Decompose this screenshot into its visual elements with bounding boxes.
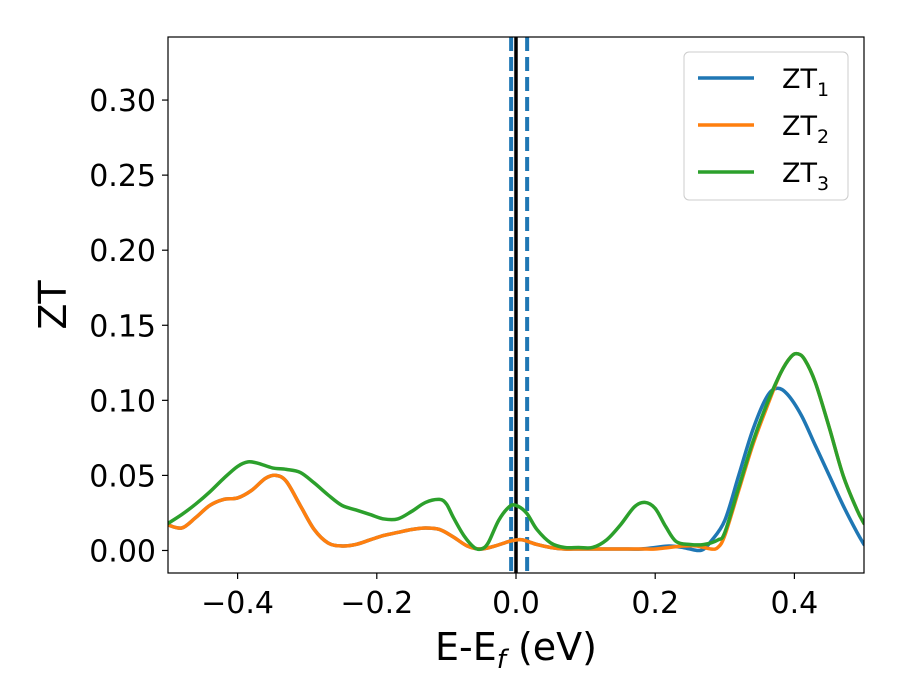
y-tick-label: 0.00	[89, 534, 156, 569]
series-group	[168, 351, 864, 553]
legend-box	[683, 51, 849, 201]
y-tick-label: 0.10	[89, 384, 156, 419]
x-tick-label: −0.2	[340, 586, 413, 621]
legend-label-zt3: ZT3	[782, 158, 829, 195]
x-tick-label: −0.4	[201, 586, 274, 621]
y-axis-label: ZT	[31, 280, 75, 330]
y-tick-label: 0.25	[89, 159, 156, 194]
legend: ZT1 ZT2 ZT3	[683, 51, 849, 201]
y-tick-label: 0.30	[89, 84, 156, 119]
x-axis-ticks: −0.4 −0.2 0.0 0.2 0.4	[201, 573, 818, 621]
x-tick-label: 0.2	[631, 586, 679, 621]
series-line-zt3	[168, 351, 864, 552]
x-tick-label: 0.4	[771, 586, 819, 621]
y-tick-label: 0.15	[89, 309, 156, 344]
y-tick-label: 0.20	[89, 234, 156, 269]
y-tick-label: 0.05	[89, 459, 156, 494]
x-tick-label: 0.0	[492, 586, 540, 621]
legend-label-zt1: ZT1	[782, 64, 829, 101]
legend-label-zt2: ZT2	[782, 111, 829, 148]
fermi-level-lines	[509, 37, 530, 573]
x-axis-label: E-Ef (eV)	[435, 625, 597, 675]
y-axis-ticks: 0.00 0.05 0.10 0.15 0.20 0.25 0.30	[89, 84, 168, 569]
